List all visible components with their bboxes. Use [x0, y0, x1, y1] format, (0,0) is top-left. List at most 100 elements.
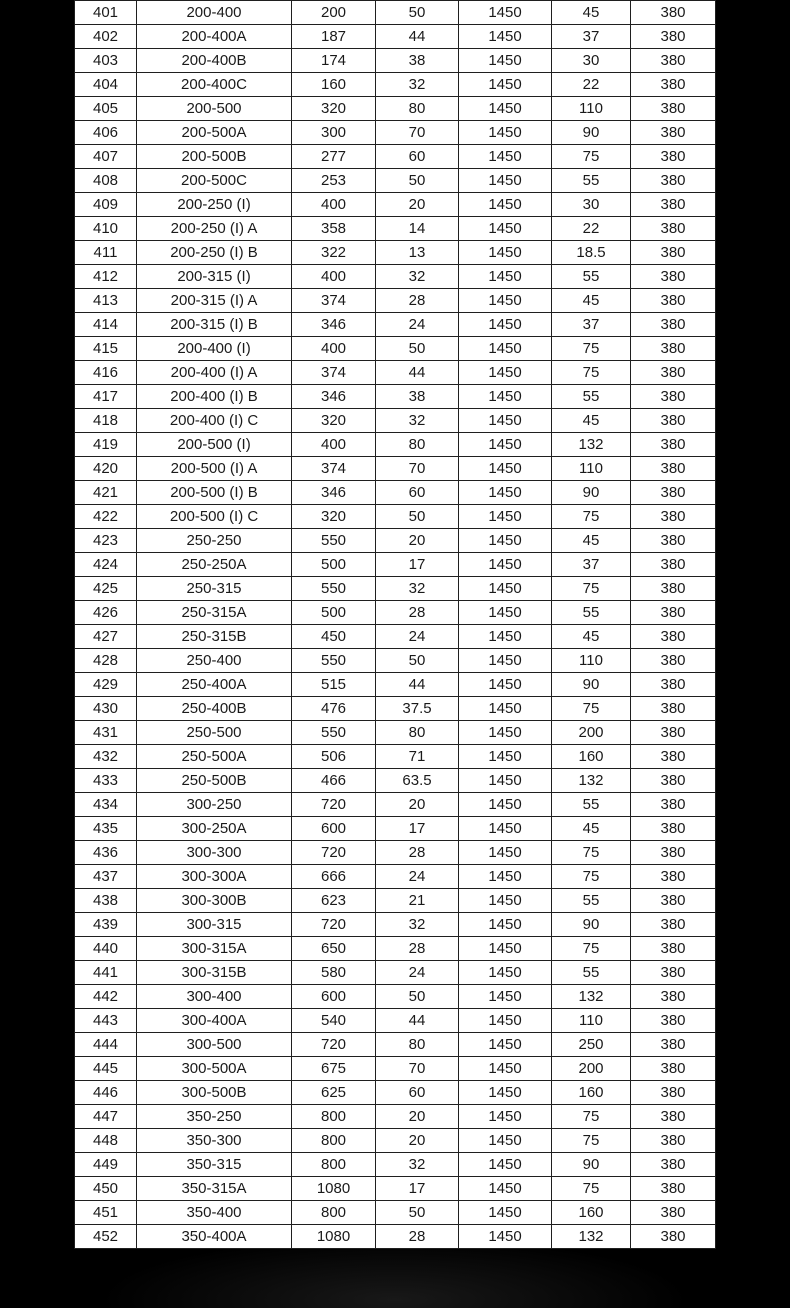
table-cell: 200-400A: [136, 24, 292, 49]
table-cell: 350-400A: [136, 1224, 292, 1249]
table-cell: 1450: [458, 696, 552, 721]
table-cell: 550: [291, 528, 376, 553]
table-row: 417 200-400 (I) B 346 38 1450 55 380: [74, 384, 716, 409]
table-cell: 1450: [458, 144, 552, 169]
table-cell: 50: [375, 0, 459, 25]
table-cell: 600: [291, 984, 376, 1009]
table-cell: 405: [74, 96, 137, 121]
table-cell: 200-400 (I) C: [136, 408, 292, 433]
table-cell: 1450: [458, 1032, 552, 1057]
table-cell: 1450: [458, 216, 552, 241]
table-cell: 800: [291, 1200, 376, 1225]
table-row: 409 200-250 (I) 400 20 1450 30 380: [74, 192, 716, 217]
table-cell: 416: [74, 360, 137, 385]
table-cell: 17: [375, 1176, 459, 1201]
table-cell: 500: [291, 600, 376, 625]
table-cell: 200-400 (I) B: [136, 384, 292, 409]
table-row: 418 200-400 (I) C 320 32 1450 45 380: [74, 408, 716, 433]
table-cell: 300-315A: [136, 936, 292, 961]
table-cell: 300-400: [136, 984, 292, 1009]
table-cell: 380: [630, 288, 716, 313]
table-row: 411 200-250 (I) B 322 13 1450 18.5 380: [74, 240, 716, 265]
table-cell: 1450: [458, 1104, 552, 1129]
table-cell: 447: [74, 1104, 137, 1129]
table-row: 441 300-315B 580 24 1450 55 380: [74, 960, 716, 985]
table-cell: 800: [291, 1104, 376, 1129]
table-cell: 425: [74, 576, 137, 601]
table-cell: 1450: [458, 24, 552, 49]
table-cell: 380: [630, 504, 716, 529]
table-cell: 60: [375, 144, 459, 169]
table-cell: 401: [74, 0, 137, 25]
table-cell: 1450: [458, 1080, 552, 1105]
table-cell: 346: [291, 480, 376, 505]
table-cell: 418: [74, 408, 137, 433]
table-cell: 1450: [458, 360, 552, 385]
table-cell: 24: [375, 864, 459, 889]
table-cell: 1450: [458, 288, 552, 313]
table-cell: 380: [630, 624, 716, 649]
table-cell: 80: [375, 432, 459, 457]
table-cell: 50: [375, 168, 459, 193]
table-cell: 380: [630, 1128, 716, 1153]
table-cell: 50: [375, 984, 459, 1009]
table-cell: 441: [74, 960, 137, 985]
table-cell: 1450: [458, 1128, 552, 1153]
table-cell: 506: [291, 744, 376, 769]
table-cell: 75: [551, 144, 631, 169]
table-cell: 300-500B: [136, 1080, 292, 1105]
table-cell: 1450: [458, 648, 552, 673]
table-cell: 300-500A: [136, 1056, 292, 1081]
table-cell: 45: [551, 408, 631, 433]
table-cell: 432: [74, 744, 137, 769]
table-cell: 22: [551, 216, 631, 241]
table-cell: 417: [74, 384, 137, 409]
table-cell: 720: [291, 912, 376, 937]
table-cell: 433: [74, 768, 137, 793]
table-cell: 515: [291, 672, 376, 697]
table-cell: 380: [630, 336, 716, 361]
table-cell: 380: [630, 120, 716, 145]
table-cell: 1450: [458, 384, 552, 409]
table-cell: 450: [291, 624, 376, 649]
table-cell: 320: [291, 96, 376, 121]
table-cell: 37: [551, 24, 631, 49]
table-cell: 380: [630, 840, 716, 865]
table-cell: 38: [375, 384, 459, 409]
table-cell: 28: [375, 288, 459, 313]
table-cell: 1450: [458, 168, 552, 193]
table-cell: 200-315 (I): [136, 264, 292, 289]
table-cell: 380: [630, 720, 716, 745]
table-cell: 75: [551, 936, 631, 961]
table-cell: 380: [630, 264, 716, 289]
table-cell: 17: [375, 816, 459, 841]
table-cell: 439: [74, 912, 137, 937]
table-cell: 80: [375, 720, 459, 745]
table-cell: 300-500: [136, 1032, 292, 1057]
table-row: 445 300-500A 675 70 1450 200 380: [74, 1056, 716, 1081]
table-cell: 160: [551, 744, 631, 769]
table-row: 410 200-250 (I) A 358 14 1450 22 380: [74, 216, 716, 241]
table-cell: 14: [375, 216, 459, 241]
table-cell: 250-400B: [136, 696, 292, 721]
table-cell: 70: [375, 456, 459, 481]
table-cell: 200-250 (I) B: [136, 240, 292, 265]
table-cell: 1450: [458, 888, 552, 913]
table-cell: 90: [551, 672, 631, 697]
table-cell: 17: [375, 552, 459, 577]
table-row: 439 300-315 720 32 1450 90 380: [74, 912, 716, 937]
table-row: 414 200-315 (I) B 346 24 1450 37 380: [74, 312, 716, 337]
table-cell: 250-250: [136, 528, 292, 553]
table-cell: 800: [291, 1128, 376, 1153]
table-cell: 90: [551, 480, 631, 505]
table-cell: 438: [74, 888, 137, 913]
table-cell: 1450: [458, 672, 552, 697]
table-cell: 30: [551, 192, 631, 217]
table-cell: 444: [74, 1032, 137, 1057]
table-cell: 445: [74, 1056, 137, 1081]
table-cell: 380: [630, 216, 716, 241]
table-cell: 1450: [458, 192, 552, 217]
table-cell: 250-250A: [136, 552, 292, 577]
table-row: 435 300-250A 600 17 1450 45 380: [74, 816, 716, 841]
table-cell: 300: [291, 120, 376, 145]
